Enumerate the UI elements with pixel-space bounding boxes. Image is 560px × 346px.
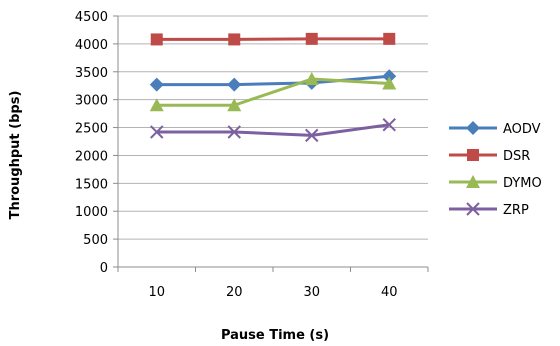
point-dymo-40 (382, 76, 397, 90)
point-dsr-30 (305, 32, 318, 45)
legend-item-zrp: ZRP (449, 202, 529, 218)
legend-marker-dymo (466, 175, 480, 188)
point-zrp-40 (382, 118, 396, 132)
y-tick-label: 500 (83, 233, 108, 248)
legend-label-zrp: ZRP (503, 203, 529, 218)
x-axis-ticks: 10 20 30 40 (117, 267, 429, 300)
point-dymo-20 (227, 98, 242, 112)
series-line-dsr (156, 37, 390, 41)
series-zrp (150, 118, 396, 143)
series-dsr (150, 32, 396, 46)
series-line-aodv (156, 74, 390, 87)
point-dymo-30 (304, 72, 319, 86)
series-line-zrp (156, 123, 390, 137)
point-zrp-30 (305, 128, 319, 143)
y-axis-ticks: 0 500 1000 1500 2000 2500 3000 3500 4000 4500 (75, 10, 428, 276)
point-dsr-40 (383, 32, 396, 45)
y-tick-label: 2000 (75, 149, 108, 164)
point-aodv-40 (382, 69, 397, 84)
series-dymo (149, 72, 397, 112)
y-tick-label: 3500 (75, 66, 108, 81)
legend-label-aodv: AODV (503, 122, 541, 137)
legend-label-dymo: DYMO (503, 176, 542, 191)
point-dsr-20 (228, 33, 241, 46)
x-axis-title: Pause Time (s) (221, 328, 329, 343)
y-tick-label: 4000 (75, 38, 108, 53)
legend-item-dsr: DSR (449, 149, 530, 164)
y-tick-label: 2500 (75, 122, 108, 137)
series-layer (149, 32, 397, 143)
legend-label-dsr: DSR (503, 149, 530, 164)
point-zrp-20 (227, 125, 241, 139)
point-aodv-10 (149, 77, 164, 92)
legend-item-aodv: AODV (449, 121, 541, 137)
legend-item-dymo: DYMO (449, 175, 542, 191)
x-tick-label: 20 (226, 285, 243, 300)
legend-marker-dsr (467, 149, 479, 161)
legend-marker-aodv (466, 121, 480, 135)
x-tick-label: 30 (303, 285, 320, 300)
y-tick-label: 1000 (75, 205, 108, 220)
legend-marker-zrp (466, 202, 480, 216)
point-aodv-20 (227, 77, 242, 92)
series-line-dymo (156, 77, 390, 107)
y-tick-label: 1500 (75, 177, 108, 192)
legend: AODV DSR DYMO ZRP (449, 121, 542, 218)
y-tick-label: 0 (100, 261, 108, 276)
gridlines (118, 15, 428, 268)
y-axis-title: Throughput (bps) (8, 91, 23, 220)
y-tick-label: 3000 (75, 94, 108, 109)
point-dymo-10 (149, 98, 164, 112)
x-tick-label: 40 (381, 285, 398, 300)
x-tick-label: 10 (148, 285, 165, 300)
point-dsr-10 (150, 33, 163, 46)
y-tick-label: 4500 (75, 10, 108, 25)
point-zrp-10 (150, 125, 164, 139)
